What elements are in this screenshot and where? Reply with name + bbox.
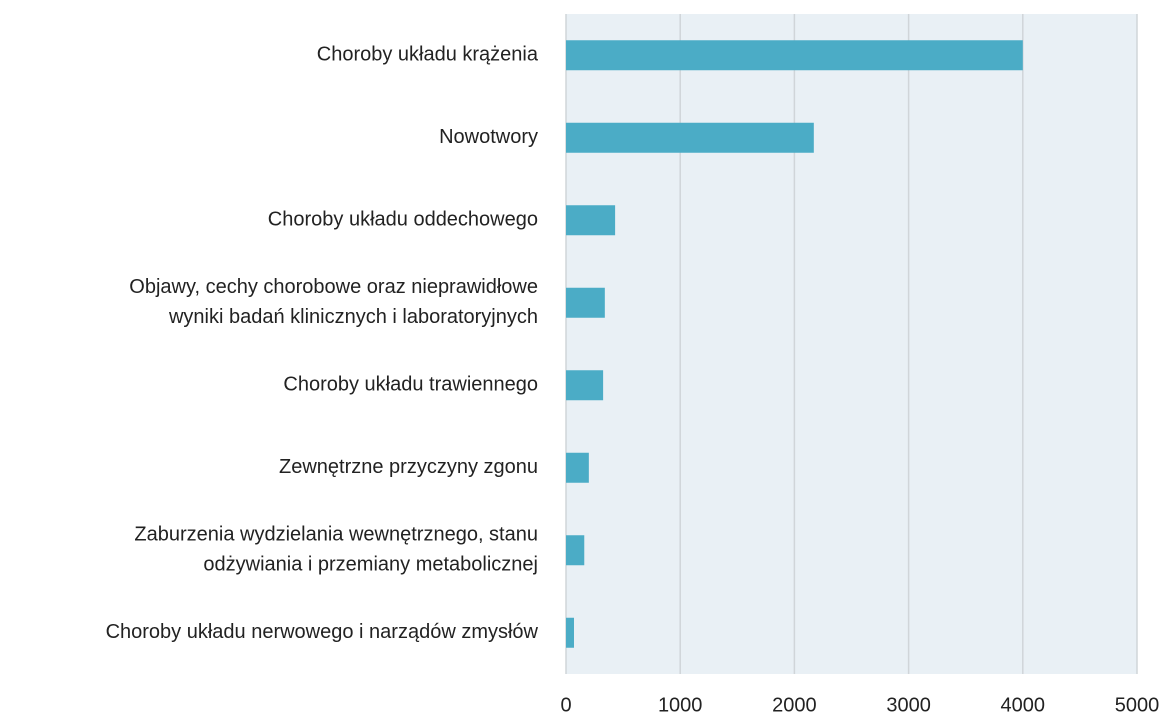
y-tick-label: Choroby układu krążenia [317,44,539,66]
y-tick-label: Nowotwory [439,126,538,148]
bar [566,535,585,566]
bar [566,452,589,483]
y-tick-label-line: Choroby układu nerwowego i narządów zmys… [106,621,539,643]
x-tick-label: 5000 [1115,694,1160,716]
bar [566,40,1023,71]
y-tick-label: Choroby układu oddechowego [268,209,538,231]
y-tick-label-line: Choroby układu krążenia [317,44,539,66]
bar [566,617,574,648]
y-tick-label: Zaburzenia wydzielania wewnętrznego, sta… [134,524,538,576]
y-tick-label: Choroby układu trawiennego [283,374,538,396]
y-tick-label-line: Objawy, cechy chorobowe oraz nieprawidło… [129,276,538,298]
bar [566,205,616,236]
plot-area [566,14,1137,674]
y-tick-label-line: Zewnętrzne przyczyny zgonu [279,456,538,478]
y-tick-label-line: Zaburzenia wydzielania wewnętrznego, sta… [134,524,538,546]
y-tick-label-line: Choroby układu trawiennego [283,374,538,396]
x-tick-label: 0 [560,694,571,716]
x-tick-label: 3000 [886,694,931,716]
y-tick-label-line: wyniki badań klinicznych i laboratoryjny… [168,306,538,328]
x-tick-label: 4000 [1001,694,1046,716]
x-tick-label: 2000 [772,694,817,716]
y-tick-label: Choroby układu nerwowego i narządów zmys… [106,621,539,643]
bar [566,287,605,318]
y-tick-label: Zewnętrzne przyczyny zgonu [279,456,538,478]
y-tick-label-line: Choroby układu oddechowego [268,209,538,231]
bar [566,122,814,153]
y-tick-label: Objawy, cechy chorobowe oraz nieprawidło… [129,276,538,328]
y-tick-label-line: Nowotwory [439,126,538,148]
x-tick-label: 1000 [658,694,703,716]
y-tick-label-line: odżywiania i przemiany metabolicznej [203,554,538,576]
bar [566,370,604,401]
